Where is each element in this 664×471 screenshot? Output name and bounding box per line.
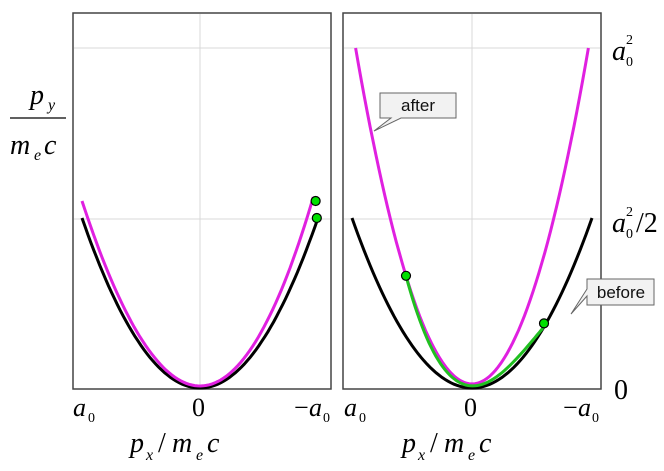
right-tick-a0: a xyxy=(344,393,357,422)
before-callout: before xyxy=(570,278,655,315)
right-marker-after xyxy=(400,270,412,281)
left-tick-a0-sub: 0 xyxy=(88,411,95,426)
left-marker-after xyxy=(310,195,321,207)
me-c: c xyxy=(44,130,57,161)
left-after-curve xyxy=(80,196,315,388)
left-xlabel-p: p xyxy=(128,428,144,459)
right-tick-minus: − xyxy=(563,393,578,422)
right-x-axis-label: p x / m e c xyxy=(400,428,492,464)
py-sub: y xyxy=(46,97,56,114)
right-tick-neg-a0-sub: 0 xyxy=(592,411,599,426)
left-xlabel-m-sub: e xyxy=(196,447,203,464)
right-y-ticks: a 0 2 a 0 2 /2 0 xyxy=(612,33,658,406)
ytick-mid-a: a xyxy=(612,208,626,239)
me-m: m xyxy=(10,130,30,161)
left-tick-a0: a xyxy=(73,393,86,422)
left-tick-minus: − xyxy=(294,393,309,422)
ytick-top-a: a xyxy=(612,36,626,67)
left-tick-neg-a0-sub: 0 xyxy=(323,411,330,426)
left-x-axis-label: p x / m e c xyxy=(128,428,220,464)
ytick-mid-sub: 0 xyxy=(626,227,633,242)
right-xlabel-c: c xyxy=(479,428,492,459)
ytick-zero: 0 xyxy=(614,375,628,406)
right-xlabel-m: m xyxy=(444,428,464,459)
right-tick-zero: 0 xyxy=(464,393,477,422)
left-xlabel-slash: / xyxy=(158,428,166,459)
left-xlabel-c: c xyxy=(207,428,220,459)
right-before-curve xyxy=(350,217,594,390)
right-xlabel-slash: / xyxy=(430,428,438,459)
right-marker-before xyxy=(538,318,550,329)
ytick-mid-div: /2 xyxy=(636,208,658,239)
left-xlabel-m: m xyxy=(172,428,192,459)
left-panel-frame xyxy=(72,12,332,390)
left-before-curve xyxy=(80,217,320,390)
right-xlabel-p: p xyxy=(400,428,416,459)
after-label: after xyxy=(401,96,435,115)
left-marker-before xyxy=(311,212,322,224)
y-axis-label: p y m e c xyxy=(10,80,66,164)
right-xlabel-m-sub: e xyxy=(468,447,475,464)
left-xlabel-sub: x xyxy=(145,447,153,464)
right-x-ticks: a 0 0 − a 0 xyxy=(344,393,599,426)
ytick-top-sub: 0 xyxy=(626,55,633,70)
right-tick-a0-sub: 0 xyxy=(359,411,366,426)
me-sub: e xyxy=(34,147,41,164)
before-label: before xyxy=(597,283,645,302)
py-p: p xyxy=(28,80,44,111)
right-xlabel-sub: x xyxy=(417,447,425,464)
left-x-ticks: a 0 0 − a 0 xyxy=(73,393,330,426)
right-after-curve xyxy=(354,47,590,386)
left-tick-zero: 0 xyxy=(192,393,205,422)
right-transition-curve xyxy=(404,275,546,388)
ytick-top-sup: 2 xyxy=(626,33,633,48)
left-tick-neg-a0: a xyxy=(309,393,322,422)
right-tick-neg-a0: a xyxy=(578,393,591,422)
after-callout: after xyxy=(373,92,457,132)
ytick-mid-sup: 2 xyxy=(626,205,633,220)
